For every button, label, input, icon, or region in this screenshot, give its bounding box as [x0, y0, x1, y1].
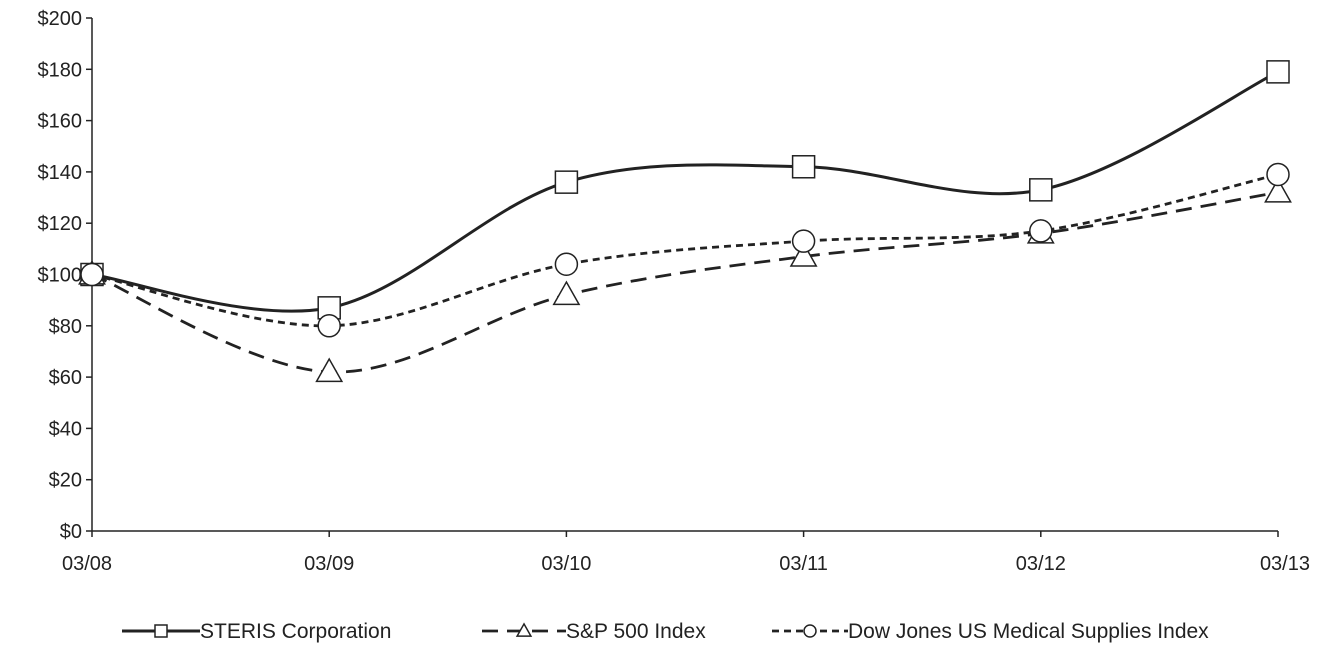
legend-marker: [515, 622, 533, 637]
x-tick-label: 03/10: [541, 553, 591, 575]
legend-item: Dow Jones US Medical Supplies Index: [772, 620, 1209, 643]
y-tick-label: $160: [38, 111, 83, 133]
y-tick-label: $40: [49, 418, 82, 440]
legend-label: Dow Jones US Medical Supplies Index: [848, 620, 1209, 643]
x-tick-label: 03/11: [779, 553, 828, 575]
x-tick-label: 03/13: [1260, 553, 1310, 575]
y-tick-label: $0: [60, 521, 82, 543]
x-tick-label: 03/12: [1016, 553, 1066, 575]
legend-label: S&P 500 Index: [566, 620, 706, 643]
y-tick-label: $180: [38, 59, 83, 81]
data-point: [791, 155, 816, 179]
x-axis-ticks: 03/08 03/09 03/10 03/11 03/12 03/13: [62, 531, 1310, 575]
y-axis-ticks: $0 $20 $40 $60 $80 $100 $120 $140 $160 $180 $200: [38, 8, 92, 543]
y-tick-label: $200: [38, 8, 83, 30]
data-point: [1264, 177, 1292, 203]
data-point: [1029, 178, 1053, 202]
data-point: [789, 242, 818, 267]
legend-item: STERIS Corporation: [122, 620, 391, 643]
series-triangle: [78, 177, 1292, 383]
data-point: [1029, 219, 1053, 243]
x-tick-label: 03/09: [304, 553, 354, 575]
data-point: [80, 262, 104, 287]
series-line: [91, 173, 1279, 328]
data-point: [552, 280, 581, 306]
series-layer: [78, 60, 1292, 383]
series-circle: [80, 162, 1290, 338]
data-point: [1266, 162, 1290, 187]
y-tick-label: $20: [49, 470, 82, 492]
y-tick-label: $100: [38, 265, 83, 287]
legend-item: S&P 500 Index: [482, 620, 706, 643]
data-point: [1266, 60, 1290, 84]
legend: STERIS Corporation S&P 500 Index Dow Jones…: [122, 620, 1209, 643]
legend-marker: [154, 624, 168, 638]
data-point: [791, 229, 816, 253]
data-point: [554, 170, 579, 194]
y-tick-label: $60: [49, 367, 82, 389]
y-tick-label: $140: [38, 162, 83, 184]
series-line: [91, 191, 1279, 374]
x-tick-label: 03/08: [62, 553, 112, 575]
data-point: [315, 357, 344, 383]
y-tick-label: $120: [38, 213, 83, 235]
series-square: [80, 60, 1290, 320]
chart-axes: [91, 18, 1278, 532]
y-tick-label: $80: [49, 316, 82, 338]
data-point: [317, 314, 341, 338]
legend-marker: [803, 624, 817, 638]
data-point: [554, 252, 579, 276]
legend-label: STERIS Corporation: [200, 620, 391, 643]
series-line: [91, 70, 1279, 313]
